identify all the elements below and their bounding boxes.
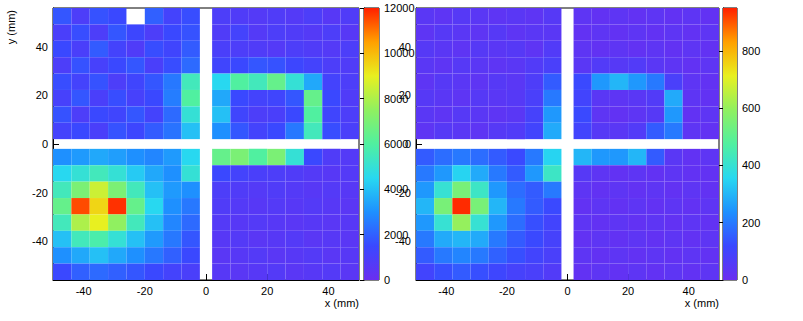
svg-text:0: 0 (42, 138, 48, 150)
svg-text:0: 0 (384, 274, 390, 286)
svg-text:20: 20 (399, 89, 411, 101)
svg-text:0: 0 (203, 285, 209, 297)
svg-text:-40: -40 (32, 235, 48, 247)
svg-text:40: 40 (322, 285, 334, 297)
svg-text:-40: -40 (76, 285, 92, 297)
svg-text:-20: -20 (499, 285, 515, 297)
svg-text:x (mm): x (mm) (685, 297, 719, 309)
svg-text:0: 0 (405, 138, 411, 150)
svg-text:y (mm): y (mm) (5, 10, 17, 44)
svg-text:0: 0 (742, 274, 748, 286)
svg-text:20: 20 (36, 89, 48, 101)
svg-text:6000: 6000 (384, 138, 409, 150)
svg-text:800: 800 (742, 45, 760, 57)
svg-text:10000: 10000 (384, 47, 415, 60)
svg-text:-20: -20 (395, 187, 411, 199)
svg-text:-20: -20 (137, 285, 153, 297)
svg-text:20: 20 (622, 285, 634, 297)
svg-text:20: 20 (261, 285, 273, 297)
svg-text:12000: 12000 (384, 2, 415, 14)
svg-text:40: 40 (36, 41, 48, 53)
svg-text:600: 600 (742, 102, 760, 114)
svg-text:40: 40 (683, 285, 695, 297)
svg-text:0: 0 (564, 285, 570, 297)
svg-text:200: 200 (742, 217, 760, 229)
svg-text:8000: 8000 (384, 92, 409, 105)
svg-text:x (mm): x (mm) (325, 297, 359, 309)
svg-text:400: 400 (742, 159, 760, 171)
svg-text:-40: -40 (395, 235, 411, 247)
svg-text:-20: -20 (32, 187, 48, 199)
svg-text:-40: -40 (438, 285, 454, 297)
svg-text:40: 40 (399, 41, 411, 53)
